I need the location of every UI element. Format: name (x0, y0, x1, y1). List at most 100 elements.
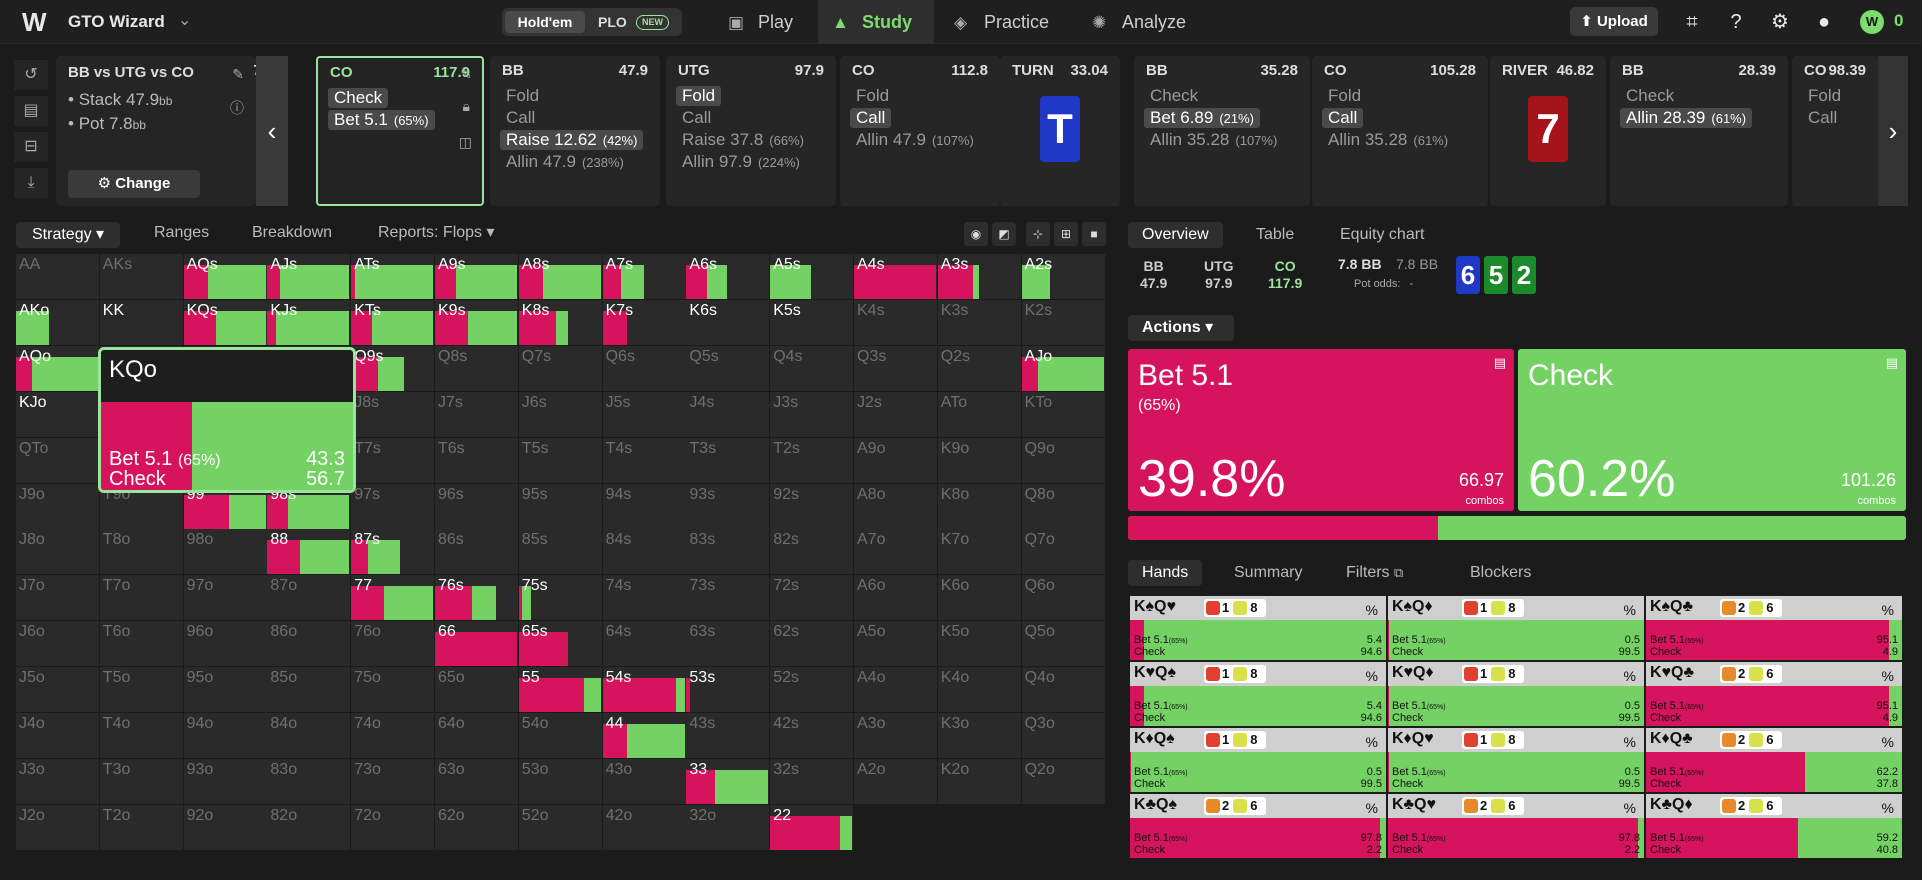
action-option[interactable]: Allin 47.9 (238%) (506, 152, 624, 171)
hand-cell[interactable]: 54s (602, 667, 686, 713)
hand-cell[interactable]: Q6s (602, 345, 686, 391)
hand-cell[interactable]: 97s (351, 483, 435, 529)
combo-card[interactable]: K♦Q♣ 2 6% Bet 5.1(65%) 62.2 Check 37.8 (1646, 728, 1902, 792)
action-option[interactable]: Bet 5.1 (65%) (328, 110, 435, 130)
hand-cell[interactable]: AQo (16, 345, 99, 391)
hand-cell[interactable]: J8o (16, 529, 99, 575)
hand-cell[interactable]: 22 (770, 804, 854, 850)
hand-cell[interactable]: K4o (937, 667, 1021, 713)
hand-cell[interactable]: 92o (183, 804, 267, 850)
combo-card[interactable]: K♠Q♣ 2 6% Bet 5.1(65%) 95.1 Check 4.9 (1646, 596, 1902, 660)
compact-icon[interactable]: ⊹ (1026, 222, 1050, 246)
hand-cell[interactable]: T6o (99, 621, 183, 667)
action-option[interactable]: Call (850, 108, 892, 128)
car-icon[interactable]: ⊟ (14, 132, 48, 162)
hand-cell[interactable]: K7s (602, 299, 686, 345)
hand-cell[interactable]: T5s (518, 437, 602, 483)
action-option[interactable]: Call (682, 108, 712, 127)
hand-cell[interactable]: 43s (686, 713, 770, 758)
hand-cell[interactable]: J7o (16, 575, 99, 621)
hand-cell[interactable]: Q5s (686, 345, 770, 391)
hand-cell[interactable]: 44 (602, 713, 686, 758)
hand-cell[interactable]: Q2o (1021, 758, 1105, 804)
hand-cell[interactable]: 74s (602, 575, 686, 621)
hand-cell[interactable]: 77 (351, 575, 435, 621)
hand-cell[interactable]: 94o (183, 713, 267, 758)
hand-cell[interactable]: 74o (351, 713, 435, 758)
nav-analyze[interactable]: ✺ Analyze (1092, 0, 1212, 44)
hand-cell[interactable]: KTs (351, 299, 435, 345)
tab-table[interactable]: Table (1256, 226, 1295, 243)
hand-cell[interactable]: Q2s (937, 345, 1021, 391)
hand-cell[interactable]: T6s (435, 437, 518, 483)
details-icon[interactable]: ▤ (1885, 355, 1898, 370)
hand-cell[interactable]: 55 (518, 667, 602, 713)
hand-cell[interactable]: 95o (183, 667, 267, 713)
hand-cell[interactable]: 95s (518, 483, 602, 529)
hand-cell[interactable]: KK (99, 299, 183, 345)
hand-cell[interactable]: Q3o (1021, 713, 1105, 758)
hand-cell[interactable]: 83s (686, 529, 770, 575)
action-option[interactable]: Check (1626, 86, 1675, 105)
hand-cell[interactable]: T2o (99, 804, 183, 850)
hand-cell[interactable]: 65o (435, 667, 518, 713)
hand-cell[interactable]: A3o (854, 713, 937, 758)
hand-cell[interactable]: K5s (770, 299, 854, 345)
grid-icon[interactable]: ⊞ (1054, 222, 1078, 246)
hand-cell[interactable]: Q3s (854, 345, 937, 391)
action-option[interactable]: Fold (676, 86, 722, 106)
hand-cell[interactable]: AQs (183, 254, 267, 299)
nav-practice[interactable]: ◈ Practice (954, 0, 1082, 44)
hand-cell[interactable]: K6s (686, 299, 770, 345)
action-column[interactable]: BB 47.9 Fold Call Raise 12.62 (42%) Allin 47.9… (490, 56, 660, 206)
hand-cell[interactable]: KTo (1021, 391, 1105, 437)
user-icon[interactable]: ● (1817, 11, 1831, 33)
player-column[interactable]: CO 117.9 (1268, 258, 1302, 292)
hand-cell[interactable]: Q4s (770, 345, 854, 391)
hand-cell[interactable]: A2o (854, 758, 937, 804)
hand-cell[interactable]: Q9o (1021, 437, 1105, 483)
hand-cell[interactable]: J4s (686, 391, 770, 437)
hand-cell[interactable]: Q8o (1021, 483, 1105, 529)
hand-cell[interactable]: 73o (351, 758, 435, 804)
hand-cell[interactable]: AKo (16, 299, 99, 345)
hand-cell[interactable]: Q5o (1021, 621, 1105, 667)
hand-cell[interactable]: K3s (937, 299, 1021, 345)
hand-cell[interactable]: K5o (937, 621, 1021, 667)
tab-overview[interactable]: Overview (1128, 222, 1223, 248)
help-icon[interactable]: ? (1730, 11, 1742, 33)
pencil-icon[interactable]: ✎ (460, 66, 472, 82)
hand-cell[interactable]: AJs (267, 254, 351, 299)
app-name[interactable]: GTO Wizard (68, 12, 165, 31)
hand-cell[interactable]: 86s (435, 529, 518, 575)
compare-icon[interactable]: ◫ (458, 134, 472, 150)
hand-cell[interactable]: 83o (267, 758, 351, 804)
hand-cell[interactable]: A3s (937, 254, 1021, 299)
hand-cell[interactable]: A5o (854, 621, 937, 667)
combo-card[interactable]: K♦Q♥ 1 8% Bet 5.1(65%) 0.5 Check 99.5 (1388, 728, 1644, 792)
pencil-icon[interactable]: ✎ (232, 66, 244, 82)
scroll-right-arrow[interactable]: › (1878, 56, 1908, 206)
combo-card[interactable]: K♥Q♠ 1 8% Bet 5.1(65%) 5.4 Check 94.6 (1130, 662, 1386, 726)
save-icon[interactable]: ▤ (14, 96, 48, 126)
hand-cell[interactable]: 63o (435, 758, 518, 804)
hand-cell[interactable]: 85o (267, 667, 351, 713)
hand-cell[interactable]: A9s (435, 254, 518, 299)
hand-cell[interactable]: 88 (267, 529, 351, 575)
tab-filters[interactable]: Filters ⧉ (1346, 564, 1404, 581)
combo-card[interactable]: K♥Q♣ 2 6% Bet 5.1(65%) 95.1 Check 4.9 (1646, 662, 1902, 726)
hand-cell[interactable]: 75o (351, 667, 435, 713)
hand-cell[interactable]: T3s (686, 437, 770, 483)
hand-cell[interactable]: 96o (183, 621, 267, 667)
hand-cell[interactable]: T8o (99, 529, 183, 575)
hand-cell[interactable]: J2s (854, 391, 937, 437)
hand-cell[interactable]: 87o (267, 575, 351, 621)
hand-cell[interactable]: 53s (686, 667, 770, 713)
hand-cell[interactable]: 52o (518, 804, 602, 850)
tab-ranges[interactable]: Ranges (154, 224, 210, 241)
action-option[interactable]: Fold (856, 86, 890, 105)
info-icon[interactable]: ⓘ (230, 100, 244, 116)
hand-cell[interactable]: A7o (854, 529, 937, 575)
hand-cell[interactable]: KJs (267, 299, 351, 345)
hand-cell[interactable]: K6o (937, 575, 1021, 621)
